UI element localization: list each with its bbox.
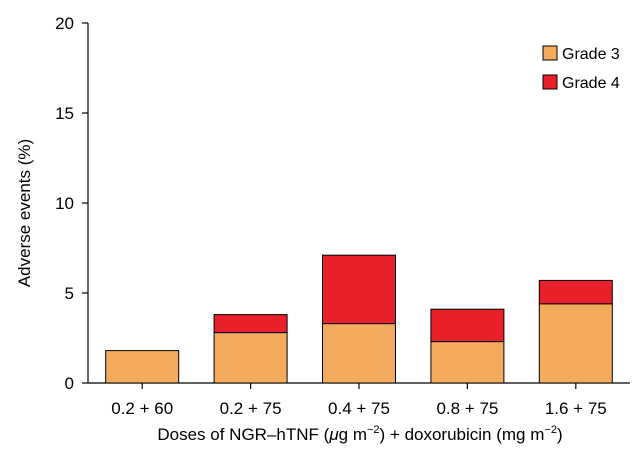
legend-swatch-grade-4 <box>542 74 558 90</box>
y-tick-label: 10 <box>55 194 74 213</box>
bar-segment-grade-4 <box>322 254 396 325</box>
x-label-mid: ) + doxorubicin (mg m <box>380 425 545 444</box>
y-tick-label: 15 <box>55 104 74 123</box>
y-axis-label: Adverse events (%) <box>15 139 34 287</box>
bar-segment-grade-3 <box>430 341 505 384</box>
bar-segment-grade-3 <box>322 323 396 384</box>
x-label-pre: Doses of NGR–hTNF ( <box>157 425 329 444</box>
x-axis-label: Doses of NGR–hTNF (μg m−2) + doxorubicin… <box>157 424 562 444</box>
y-tick-label: 20 <box>55 14 74 33</box>
x-label-exp1: −2 <box>367 424 380 436</box>
bar-segment-grade-3 <box>538 303 613 384</box>
x-tick-label: 0.4 + 75 <box>328 399 390 418</box>
legend-label-grade-4: Grade 4 <box>562 75 620 92</box>
x-tick-label: 0.2 + 75 <box>220 399 282 418</box>
x-tick-label: 0.2 + 60 <box>111 399 173 418</box>
bars <box>105 254 613 384</box>
x-label-unit1: g m <box>339 425 367 444</box>
x-label-post: ) <box>557 425 563 444</box>
bar-segment-grade-3 <box>105 350 180 384</box>
legend: Grade 3 Grade 4 <box>542 45 620 92</box>
x-tick-label: 1.6 + 75 <box>545 399 607 418</box>
y-tick-label: 0 <box>65 374 74 393</box>
legend-swatch-grade-3 <box>542 45 558 61</box>
y-ticks: 0 5 10 15 20 <box>55 14 88 393</box>
bar-segment-grade-4 <box>430 308 505 343</box>
x-tick-labels: 0.2 + 60 0.2 + 75 0.4 + 75 0.8 + 75 1.6 + 75 <box>111 383 607 418</box>
bar-segment-grade-4 <box>213 314 288 334</box>
x-label-exp2: −2 <box>544 424 557 436</box>
bar-segment-grade-3 <box>213 332 288 384</box>
x-label-mu: μ <box>328 425 339 444</box>
x-tick-label: 0.8 + 75 <box>436 399 498 418</box>
legend-label-grade-3: Grade 3 <box>562 46 620 63</box>
bar-segment-grade-4 <box>538 279 613 305</box>
y-tick-label: 5 <box>65 284 74 303</box>
